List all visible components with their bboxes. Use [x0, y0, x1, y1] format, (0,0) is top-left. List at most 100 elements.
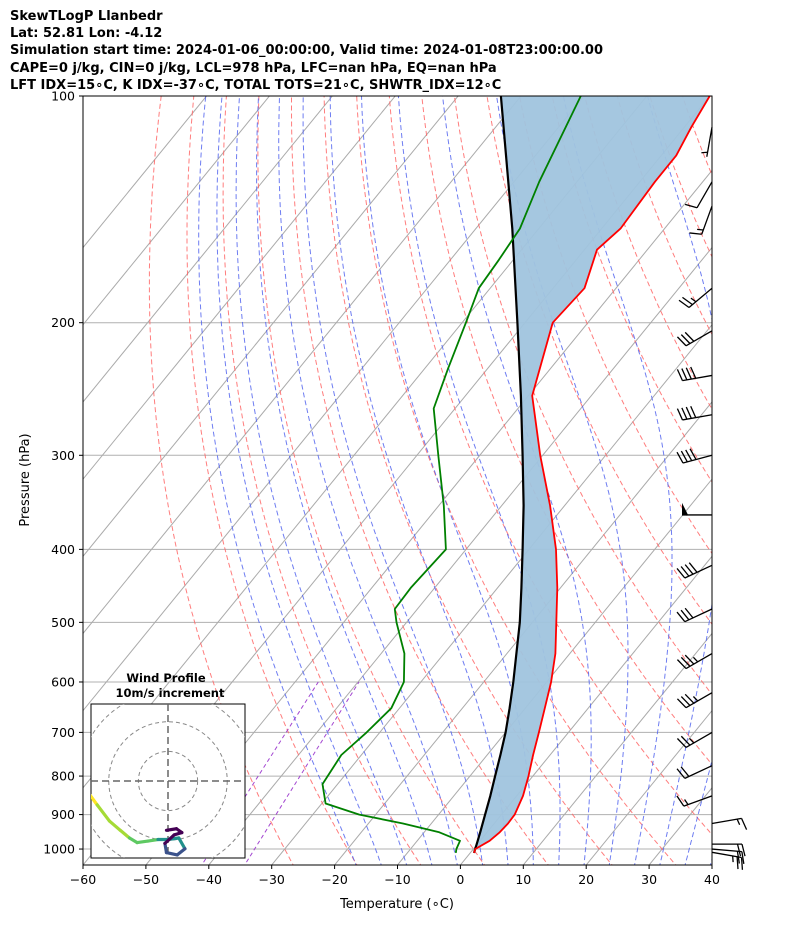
- isotherm-line: [459, 555, 712, 865]
- inset-title: Wind Profile: [126, 671, 206, 685]
- wind-barb: [676, 448, 713, 464]
- x-tick-label: −20: [321, 872, 347, 887]
- y-tick-label: 800: [51, 769, 75, 784]
- moist-adiabat: [302, 96, 484, 865]
- chart-title: SkewTLogP Llanbedr: [10, 9, 163, 24]
- y-axis-label: Pressure (hPa): [18, 433, 33, 526]
- y-tick-label: 900: [51, 807, 75, 822]
- hodograph-segment: [107, 819, 122, 832]
- dry-adiabat: [257, 96, 486, 865]
- x-tick-label: 0: [456, 872, 464, 887]
- isotherm-line: [333, 401, 712, 865]
- y-tick-label: 600: [51, 674, 75, 689]
- isotherm-line: [83, 96, 333, 403]
- dry-adiabat: [148, 96, 294, 865]
- x-tick-label: 40: [704, 872, 720, 887]
- x-tick-label: −50: [133, 872, 159, 887]
- dry-adiabat: [421, 96, 712, 766]
- dry-adiabat: [388, 96, 712, 836]
- isotherm-line: [83, 96, 459, 558]
- time-line: Simulation start time: 2024-01-06_00:00:…: [10, 43, 603, 59]
- wind-barb: [678, 287, 713, 309]
- hodograph-segment: [135, 839, 150, 845]
- wind-barb: [676, 562, 713, 579]
- moist-adiabat: [496, 96, 629, 865]
- y-tick-label: 100: [51, 89, 75, 104]
- wind-barb: [684, 181, 713, 209]
- wind-barb: [682, 502, 712, 516]
- moist-adiabat: [278, 96, 458, 865]
- y-tick-label: 700: [51, 725, 75, 740]
- x-tick-label: −30: [259, 872, 285, 887]
- hodograph-segment: [91, 793, 99, 807]
- hodograph-segment: [146, 837, 160, 843]
- wind-barb: [676, 652, 713, 670]
- cin-area: [474, 96, 710, 853]
- wind-barb: [676, 366, 713, 382]
- moist-adiabat: [684, 758, 712, 865]
- dry-adiabat: [519, 96, 712, 555]
- wind-barb: [676, 731, 713, 748]
- wind-barbs: [676, 96, 748, 870]
- moist-adiabat: [329, 96, 509, 865]
- wind-barb: [689, 205, 713, 235]
- wind-profile-inset: Wind Profile 10m/s increment: [71, 671, 246, 859]
- hodograph-segment: [164, 827, 179, 832]
- isotherm-line: [711, 864, 712, 865]
- y-tick-label: 200: [51, 315, 75, 330]
- isotherm-line: [522, 632, 712, 865]
- profile-lines: [321, 96, 711, 854]
- indices-line-2: LFT IDX=15∘C, K IDX=-37∘C, TOTAL TOTS=21…: [10, 77, 502, 93]
- wind-barb: [711, 848, 745, 864]
- moist-adiabat: [397, 96, 561, 865]
- dry-adiabat: [356, 96, 677, 865]
- hodograph-segment: [175, 847, 187, 857]
- temperature-line: [473, 96, 711, 854]
- moist-adiabat: [198, 96, 357, 865]
- isotherm-line: [585, 709, 712, 865]
- dry-adiabat: [681, 96, 712, 177]
- dry-adiabat: [709, 79, 794, 868]
- y-tick-label: 400: [51, 542, 75, 557]
- wind-barb: [701, 127, 713, 157]
- mixing-ratio-line: [244, 681, 360, 865]
- axes: −60 −50 −40 −30 −20 −10 0 10 20 30 40 100 200 300 400 5…: [43, 89, 720, 888]
- hodograph-segment: [71, 788, 83, 791]
- dry-adiabat: [222, 96, 422, 865]
- isotherm-line: [83, 96, 396, 480]
- wind-barb: [712, 843, 746, 857]
- dry-adiabat: [486, 96, 712, 625]
- wind-barb: [676, 406, 713, 421]
- wind-barb: [676, 330, 713, 347]
- moist-adiabat: [709, 857, 712, 865]
- isotherm-line: [648, 787, 712, 865]
- moist-adiabat: [647, 96, 712, 865]
- x-tick-label: −60: [70, 872, 96, 887]
- inset-subtitle: 10m/s increment: [116, 686, 225, 700]
- dry-adiabat: [584, 96, 712, 411]
- indices-line-1: CAPE=0 j/kg, CIN=0 j/kg, LCL=978 hPa, LF…: [10, 60, 497, 76]
- wind-barb: [711, 817, 748, 830]
- x-tick-label: 20: [578, 872, 594, 887]
- x-tick-label: −10: [384, 872, 410, 887]
- hodograph-segment: [118, 828, 132, 840]
- moist-adiabat: [235, 96, 408, 865]
- chart-header: SkewTLogP Llanbedr Lat: 52.81 Lon: -4.12…: [10, 8, 603, 94]
- isotherm-line: [271, 323, 712, 865]
- isotherm-line: [83, 96, 585, 712]
- moist-adiabat: [256, 96, 433, 865]
- location-line: Lat: 52.81 Lon: -4.12: [10, 26, 163, 42]
- wind-barb: [711, 851, 744, 870]
- y-tick-label: 1000: [43, 842, 75, 857]
- x-axis-label: Temperature (∘C): [339, 897, 454, 912]
- dry-adiabat: [186, 96, 358, 865]
- isotherm-line: [145, 169, 712, 865]
- dry-adiabat: [773, 79, 794, 868]
- wind-barb: [676, 607, 713, 623]
- wind-barb: [676, 692, 713, 709]
- isotherm-line: [83, 96, 522, 635]
- dewpoint-line: [321, 96, 582, 854]
- parcel-line: [472, 96, 525, 854]
- dry-adiabat: [649, 96, 712, 258]
